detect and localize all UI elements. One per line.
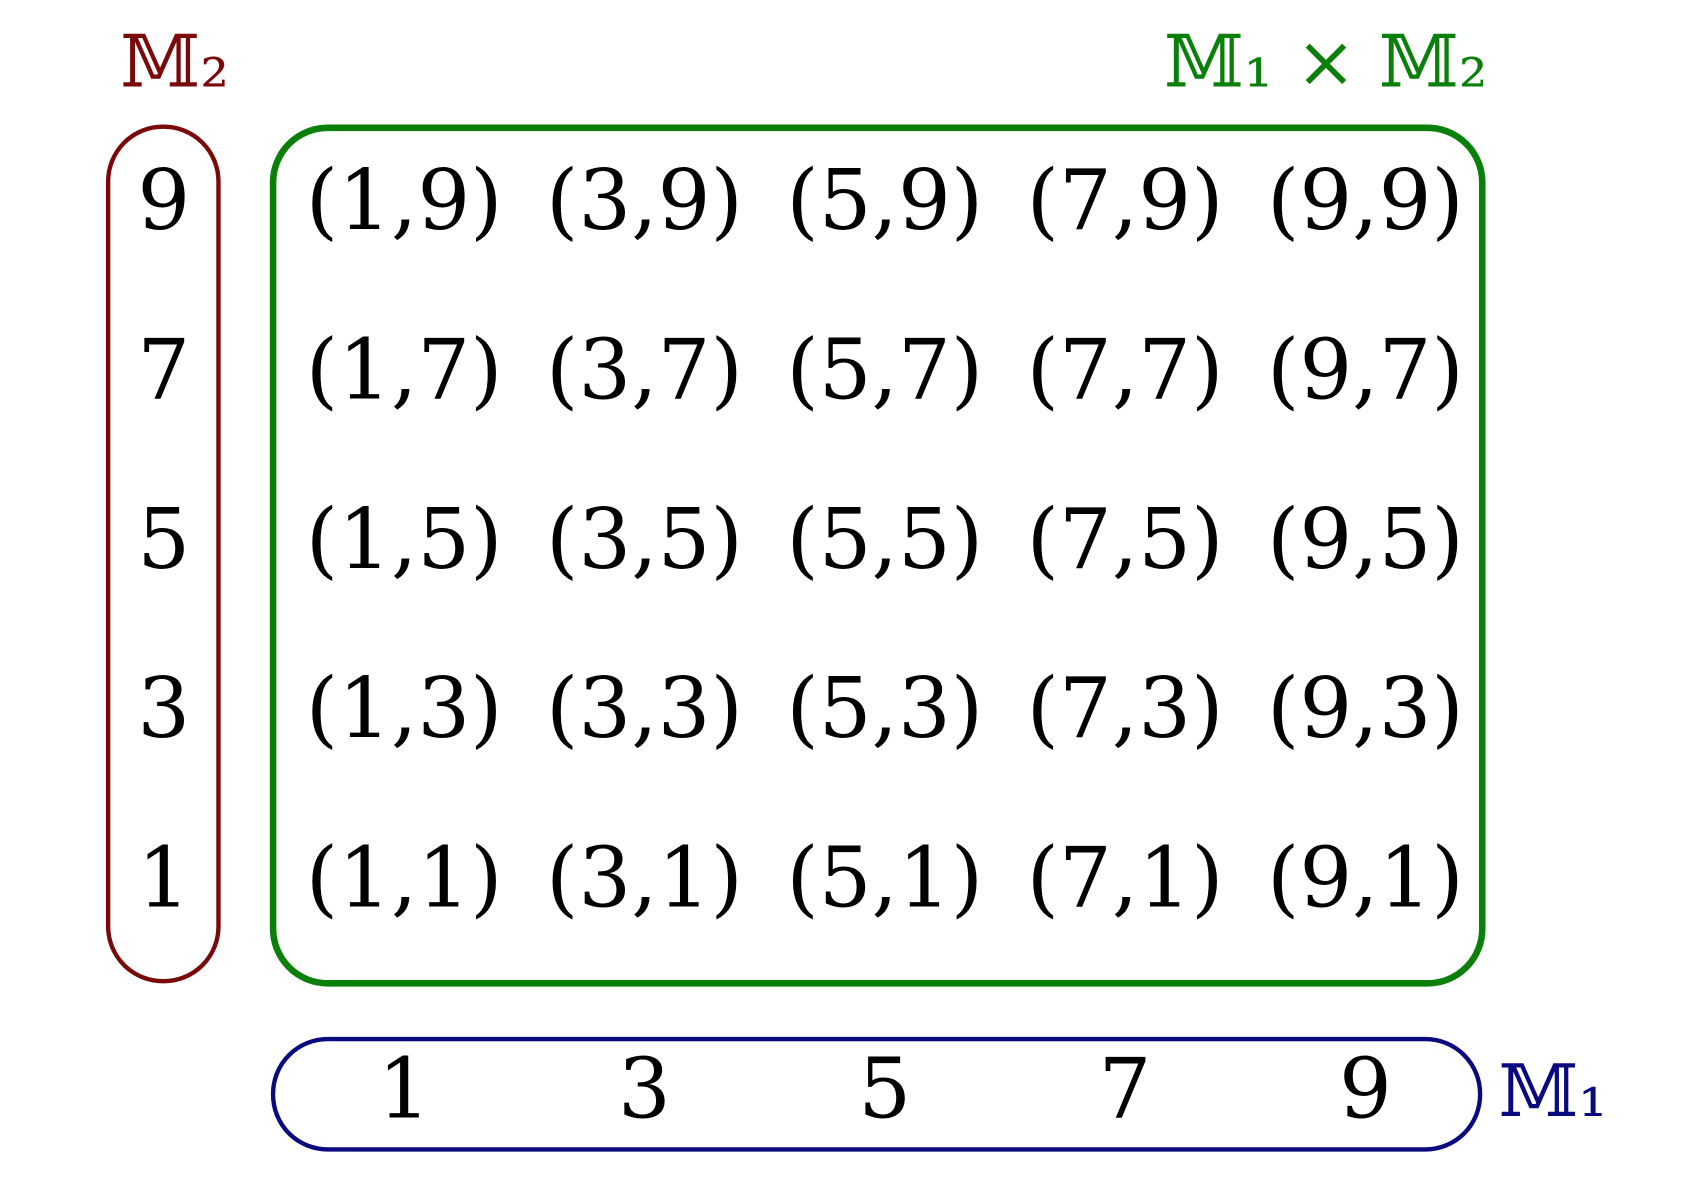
m2-box [105,124,221,984]
product-pair: (7,1) [1027,829,1224,926]
m1-element: 5 [858,1040,911,1137]
m1-element: 1 [378,1040,431,1137]
product-pair: (9,1) [1267,829,1464,926]
product-pair: (1,9) [306,152,503,249]
product-pair: (1,7) [306,321,503,418]
product-pair: (5,3) [786,660,983,757]
product-pair: (7,3) [1027,660,1224,757]
product-pair: (7,7) [1027,321,1224,418]
product-pair: (3,3) [546,660,743,757]
product-pair: (7,9) [1027,152,1224,249]
m2-element: 7 [137,321,190,418]
product-pair: (9,9) [1267,152,1464,249]
product-pair: (3,5) [546,491,743,588]
product-pair: (9,5) [1267,491,1464,588]
product-box [269,124,1486,987]
product-pair: (3,7) [546,321,743,418]
m2-label: 𝕄₂ [120,21,229,105]
product-pair: (1,1) [306,829,503,926]
product-pair: (7,5) [1027,491,1224,588]
product-pair: (3,1) [546,829,743,926]
product-label: 𝕄₁ × 𝕄₂ [1164,21,1488,105]
product-pair: (3,9) [546,152,743,249]
m1-element: 9 [1339,1040,1392,1137]
product-pair: (5,7) [786,321,983,418]
product-pair: (5,9) [786,152,983,249]
m1-element: 3 [618,1040,671,1137]
product-pair: (1,3) [306,660,503,757]
product-pair: (1,5) [306,491,503,588]
m2-element: 5 [137,491,190,588]
product-pair: (9,7) [1267,321,1464,418]
m1-label: 𝕄₁ [1499,1050,1608,1134]
m2-element: 1 [137,829,190,926]
m2-element: 3 [137,660,190,757]
m1-element: 7 [1099,1040,1152,1137]
product-pair: (5,1) [786,829,983,926]
product-pair: (5,5) [786,491,983,588]
product-pair: (9,3) [1267,660,1464,757]
m2-element: 9 [137,152,190,249]
m1-box [270,1036,1483,1152]
